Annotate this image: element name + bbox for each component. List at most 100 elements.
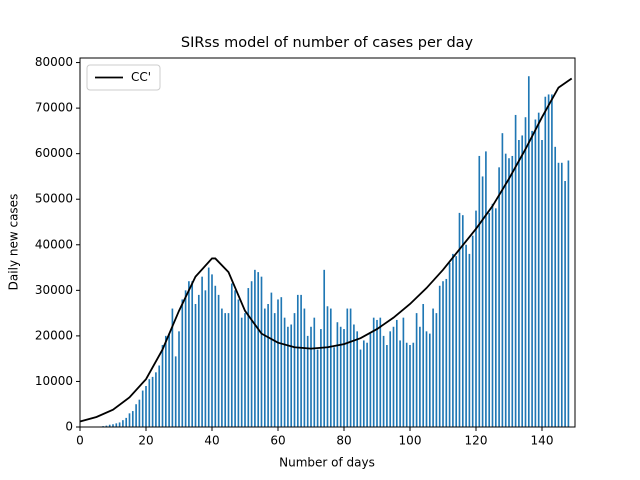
legend-label: CC' xyxy=(131,70,151,84)
bar xyxy=(306,335,309,427)
bar xyxy=(171,308,174,427)
bar xyxy=(128,413,131,427)
bar xyxy=(191,281,194,427)
bar xyxy=(541,140,543,427)
bar xyxy=(184,290,187,427)
x-tick-label: 60 xyxy=(270,434,285,448)
bar xyxy=(514,114,517,427)
bar xyxy=(438,285,441,427)
bar xyxy=(448,263,451,427)
bar xyxy=(366,342,368,427)
bar xyxy=(303,308,306,427)
x-tick-label: 80 xyxy=(336,434,351,448)
bar xyxy=(343,329,345,427)
bar xyxy=(471,235,474,427)
bar xyxy=(320,329,322,427)
bar xyxy=(399,340,401,427)
bar xyxy=(131,411,134,427)
bar xyxy=(518,140,520,427)
bar xyxy=(263,308,266,427)
bar xyxy=(283,317,286,427)
bar xyxy=(389,331,392,427)
bar xyxy=(435,313,438,427)
bar xyxy=(392,326,395,427)
bar xyxy=(108,424,111,427)
bar xyxy=(508,158,510,427)
bar xyxy=(230,283,233,427)
bar xyxy=(247,288,250,427)
line xyxy=(79,77,573,423)
y-axis-label: Daily new cases xyxy=(7,194,21,291)
bar xyxy=(138,399,141,427)
bar xyxy=(178,331,180,427)
bar xyxy=(125,417,128,427)
bar xyxy=(174,356,177,427)
plot-frame xyxy=(79,57,576,428)
bar xyxy=(211,274,213,427)
x-tick-label: 120 xyxy=(465,434,488,448)
bar xyxy=(557,162,560,427)
bar xyxy=(547,94,550,427)
bar xyxy=(158,365,161,427)
bar xyxy=(537,112,540,428)
bar xyxy=(135,404,137,427)
bar xyxy=(118,422,121,427)
bar xyxy=(201,276,203,427)
y-tick-label: 50000 xyxy=(35,192,73,206)
bar xyxy=(313,317,316,427)
bar xyxy=(336,322,339,427)
legend-box xyxy=(86,64,161,91)
bar xyxy=(333,347,335,427)
bar xyxy=(491,203,494,427)
bar xyxy=(270,292,273,427)
bar xyxy=(296,294,299,427)
bar xyxy=(372,317,375,427)
bar xyxy=(194,304,197,427)
bar xyxy=(164,335,167,427)
bar xyxy=(560,162,563,427)
bar xyxy=(155,372,157,427)
bar xyxy=(488,212,491,427)
bar xyxy=(290,324,293,427)
bar xyxy=(227,313,230,427)
bar xyxy=(409,345,411,427)
bar xyxy=(544,96,547,427)
bar xyxy=(115,423,118,427)
bar xyxy=(316,349,319,427)
bar xyxy=(452,253,454,427)
bar xyxy=(405,342,408,427)
bar xyxy=(504,153,507,427)
y-tick-label: 30000 xyxy=(35,283,73,297)
bar xyxy=(273,313,276,427)
x-axis-label: Number of days xyxy=(279,456,375,470)
bar xyxy=(346,308,349,427)
bar xyxy=(425,331,428,427)
bar xyxy=(339,326,342,427)
bar xyxy=(428,333,431,427)
bar xyxy=(481,176,484,427)
bar xyxy=(494,208,497,427)
bar xyxy=(468,253,471,427)
x-tick-label: 0 xyxy=(76,434,84,448)
y-tick-label: 70000 xyxy=(35,101,73,115)
bar xyxy=(465,244,467,427)
bar xyxy=(356,331,359,427)
bar xyxy=(224,313,227,427)
bar xyxy=(267,304,269,427)
bar xyxy=(145,386,147,427)
bar xyxy=(293,313,296,427)
bar xyxy=(478,155,481,427)
bar xyxy=(161,345,164,427)
bar xyxy=(554,146,557,428)
bar xyxy=(527,76,530,427)
bar xyxy=(168,333,170,427)
bar xyxy=(386,345,388,427)
bar xyxy=(221,308,223,427)
x-tick-label: 40 xyxy=(204,434,219,448)
bar xyxy=(432,308,434,427)
y-tick-label: 40000 xyxy=(35,237,73,251)
bar xyxy=(188,281,190,427)
bar xyxy=(349,308,352,427)
y-tick-label: 0 xyxy=(65,420,73,434)
bar xyxy=(287,326,289,427)
